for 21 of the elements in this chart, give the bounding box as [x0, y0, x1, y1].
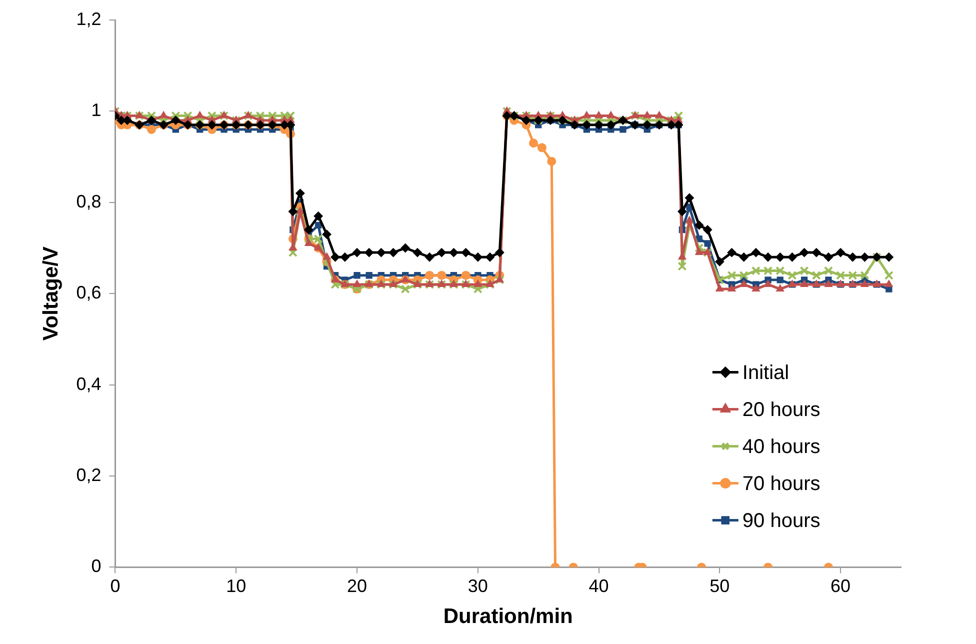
x-tick-label: 20	[346, 576, 368, 596]
y-tick-label: 0,8	[76, 191, 102, 212]
y-tick-label: 0,4	[76, 374, 102, 394]
y-axis-title: Voltage/V	[39, 246, 62, 341]
legend-label: Initial	[742, 362, 790, 384]
y-tick-label: 0	[91, 556, 102, 576]
legend-label: 40 hours	[742, 436, 820, 458]
x-axis-title: Duration/min	[443, 605, 573, 628]
y-tick-label: 0,2	[76, 464, 102, 485]
x-tick-label: 40	[588, 576, 609, 596]
x-tick-label: 60	[830, 576, 851, 596]
x-tick-label: 30	[468, 576, 488, 596]
x-tick-label: 10	[226, 576, 246, 596]
x-tick-label: 0	[110, 576, 120, 596]
x-tick-label: 50	[710, 576, 730, 596]
y-tick-label: 1,2	[76, 8, 102, 29]
y-tick-label: 1	[91, 100, 102, 120]
y-tick-label: 0,6	[76, 282, 102, 303]
legend-label: 20 hours	[742, 398, 820, 421]
legend-label: 90 hours	[742, 510, 820, 532]
legend-label: 70 hours	[742, 472, 820, 495]
